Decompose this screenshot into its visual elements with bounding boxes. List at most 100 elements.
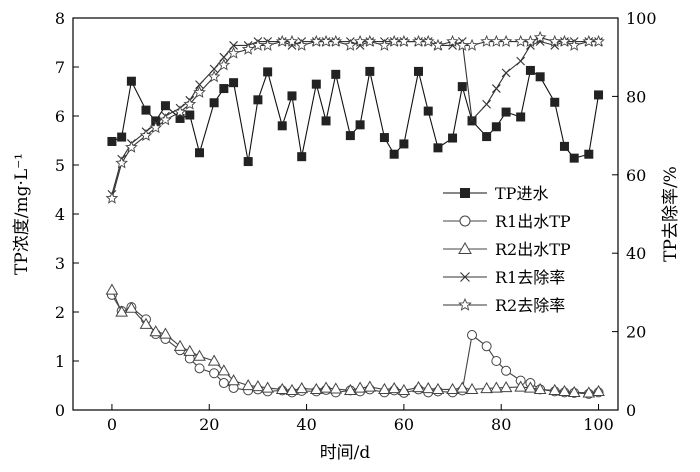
marker-point	[482, 99, 492, 109]
marker-point	[219, 84, 229, 94]
marker-point	[139, 317, 153, 329]
legend-label: R2去除率	[495, 296, 565, 315]
marker-point	[501, 68, 511, 78]
marker-point	[567, 385, 581, 397]
marker-point	[173, 339, 187, 351]
marker-point	[209, 64, 219, 74]
marker-point	[227, 374, 240, 386]
legend-label: R1出水TP	[495, 212, 571, 231]
marker-point	[489, 381, 503, 393]
y-right-tick-label: 100	[626, 9, 657, 28]
marker-point	[550, 97, 560, 107]
marker-point	[243, 157, 253, 167]
marker-point	[183, 344, 197, 356]
marker-point	[592, 384, 605, 397]
marker-point	[535, 72, 545, 82]
marker-point	[117, 132, 127, 142]
marker-point	[159, 113, 172, 126]
marker-legend	[458, 241, 472, 254]
series-line	[111, 37, 599, 199]
marker-point	[297, 152, 307, 162]
marker-point	[516, 112, 526, 122]
marker-point	[491, 122, 501, 132]
marker-point	[261, 381, 275, 393]
marker-point	[329, 34, 343, 47]
marker-point	[397, 383, 411, 396]
marker-point	[105, 283, 119, 295]
marker-point	[125, 140, 138, 153]
marker-point	[480, 34, 493, 47]
marker-point	[115, 305, 129, 317]
x-tick-label: 0	[107, 415, 117, 434]
marker-point	[378, 382, 391, 395]
marker-point	[219, 52, 229, 62]
y-left-tick-label: 8	[55, 9, 65, 28]
marker-point	[209, 368, 220, 379]
marker-point	[491, 84, 501, 93]
marker-point	[218, 378, 229, 389]
marker-point	[309, 382, 323, 395]
marker-point	[149, 121, 163, 134]
y-axis-left-label: TP浓度/mg·L⁻¹	[12, 153, 32, 275]
marker-point	[533, 382, 547, 395]
marker-point	[584, 149, 594, 159]
marker-point	[207, 354, 221, 366]
legend-item: R2出水TP	[443, 240, 571, 259]
y-left-tick-label: 1	[55, 352, 65, 371]
x-tick-label: 60	[394, 415, 414, 434]
marker-point	[227, 46, 240, 59]
x-stroke	[482, 99, 492, 109]
x-stroke	[467, 115, 477, 125]
marker-point	[125, 301, 138, 313]
x-stroke	[501, 68, 511, 78]
marker-point	[295, 381, 309, 394]
marker-point	[311, 79, 321, 89]
marker-point	[533, 30, 547, 43]
marker-point	[115, 156, 129, 169]
marker-point	[253, 95, 263, 105]
marker-point	[193, 349, 206, 361]
x-axis-label: 时间/d	[320, 443, 371, 463]
marker-point	[482, 132, 492, 142]
marker-point	[399, 139, 409, 149]
marker-point	[448, 133, 458, 143]
marker-point	[558, 34, 571, 47]
marker-point	[185, 110, 195, 120]
marker-point	[501, 107, 511, 117]
marker-point	[582, 386, 596, 398]
marker-point	[344, 38, 357, 51]
marker-point	[514, 34, 528, 47]
marker-point	[413, 66, 423, 76]
x-stroke	[460, 272, 470, 282]
marker-point	[363, 34, 377, 47]
y-left-tick-label: 2	[55, 303, 65, 322]
marker-point	[345, 131, 355, 141]
y-right-tick-label: 0	[626, 401, 636, 420]
marker-point	[209, 98, 219, 108]
marker-point	[295, 38, 309, 51]
marker-point	[524, 381, 537, 393]
series-layer	[105, 30, 605, 399]
marker-point	[455, 38, 469, 51]
marker-point	[465, 38, 479, 51]
marker-point	[355, 120, 365, 130]
marker-point	[379, 133, 389, 143]
marker-point	[173, 105, 187, 118]
y-right-tick-label: 60	[626, 166, 646, 185]
x-tick-label: 100	[583, 415, 614, 434]
x-stroke	[209, 64, 219, 74]
series-1	[107, 65, 604, 167]
y-right-tick-label: 20	[626, 323, 646, 342]
marker-point	[287, 91, 297, 101]
marker-point	[569, 153, 579, 163]
marker-point	[241, 42, 255, 55]
marker-point	[433, 143, 443, 153]
marker-point	[457, 82, 467, 92]
marker-point	[285, 34, 299, 47]
legend-label: R2出水TP	[495, 240, 571, 259]
marker-point	[251, 379, 265, 392]
marker-point	[275, 382, 289, 395]
marker-legend	[458, 297, 472, 311]
marker-point	[329, 382, 343, 394]
marker-point	[217, 58, 231, 71]
